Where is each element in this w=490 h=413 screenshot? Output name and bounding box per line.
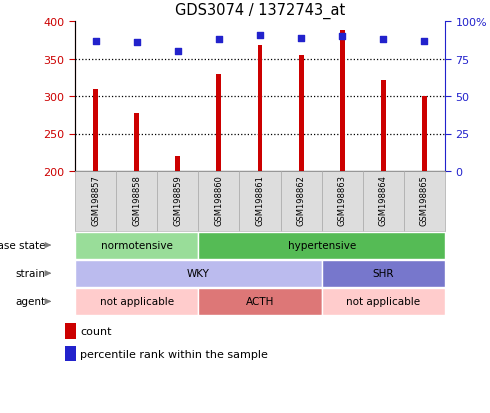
Text: percentile rank within the sample: percentile rank within the sample	[80, 349, 268, 359]
Bar	[298, 56, 304, 171]
Bar	[321, 288, 445, 315]
Bar	[422, 97, 427, 171]
Bar	[198, 288, 321, 315]
Text: normotensive: normotensive	[101, 240, 172, 250]
Bar	[217, 74, 221, 171]
Text: GSM198862: GSM198862	[296, 175, 306, 225]
Point	[338, 33, 346, 40]
Bar	[340, 31, 344, 171]
Title: GDS3074 / 1372743_at: GDS3074 / 1372743_at	[175, 3, 345, 19]
Text: GSM198861: GSM198861	[255, 175, 265, 225]
Text: hypertensive: hypertensive	[288, 240, 356, 250]
Text: GSM198857: GSM198857	[91, 175, 100, 225]
Text: strain: strain	[15, 268, 45, 278]
Text: not applicable: not applicable	[346, 297, 420, 306]
Point	[420, 38, 428, 45]
Bar	[75, 232, 198, 259]
Text: GSM198863: GSM198863	[338, 175, 347, 225]
Text: GSM198859: GSM198859	[173, 175, 182, 225]
Bar	[65, 323, 75, 339]
Text: not applicable: not applicable	[99, 297, 174, 306]
Text: GSM198864: GSM198864	[379, 175, 388, 225]
Bar	[65, 346, 75, 362]
Bar	[75, 260, 321, 287]
Point	[174, 49, 182, 55]
Text: count: count	[80, 326, 112, 336]
Bar	[381, 81, 386, 171]
Point	[215, 37, 223, 43]
Bar	[75, 288, 198, 315]
Text: GSM198858: GSM198858	[132, 175, 141, 225]
Text: agent: agent	[15, 296, 45, 306]
Bar	[93, 89, 98, 171]
Text: GSM198860: GSM198860	[215, 175, 223, 225]
Bar	[321, 260, 445, 287]
Point	[133, 40, 141, 46]
Text: GSM198865: GSM198865	[420, 175, 429, 225]
Bar	[134, 113, 139, 171]
Point	[297, 35, 305, 42]
Point	[379, 37, 387, 43]
Point	[256, 32, 264, 39]
Bar	[198, 232, 445, 259]
Text: WKY: WKY	[187, 268, 210, 278]
Text: ACTH: ACTH	[246, 297, 274, 306]
Point	[92, 38, 99, 45]
Bar	[258, 46, 263, 171]
Text: SHR: SHR	[372, 268, 394, 278]
Bar	[175, 157, 180, 171]
Text: disease state: disease state	[0, 240, 45, 250]
